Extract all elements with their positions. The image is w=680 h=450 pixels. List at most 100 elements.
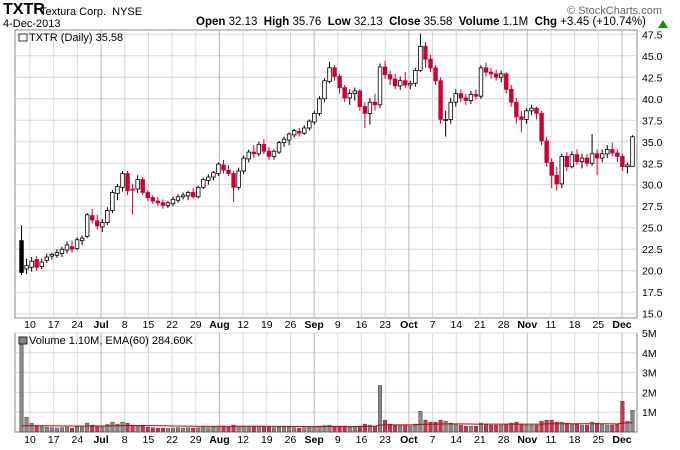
x-tick-label: 28 (498, 434, 510, 446)
volume-value: 1.1M (502, 16, 529, 28)
candle-body (493, 73, 499, 78)
x-tick-label: 24 (72, 319, 84, 331)
ohlc-readout: Open 32.13 High 35.76 Low 32.13 Close 35… (196, 16, 646, 28)
candle-body (216, 163, 221, 174)
candle-body (529, 107, 534, 112)
volume-bar (514, 421, 519, 433)
candle-body (312, 112, 317, 123)
volume-bar (251, 426, 256, 433)
volume-bar (473, 425, 478, 433)
x-tick-label: Sep (305, 434, 324, 446)
candle-body (155, 200, 161, 204)
candle-body (352, 90, 357, 95)
candle-body (342, 87, 347, 99)
volume-bar (246, 425, 251, 433)
candle-body (453, 93, 458, 103)
candle-body (160, 202, 166, 206)
x-tick-label: 16 (356, 319, 368, 331)
candle-body (615, 152, 620, 157)
volume-bar (261, 426, 266, 433)
volume-bar (549, 419, 554, 433)
x-tick-label: 19 (261, 434, 273, 446)
x-tick-label: Jul (93, 319, 108, 331)
volume-bar (135, 425, 140, 433)
x-tick-label: 15 (143, 319, 155, 331)
volume-bar (524, 424, 529, 433)
volume-bar (256, 425, 261, 433)
volume-bar (226, 426, 231, 433)
volume-bar (181, 427, 186, 433)
volume-bar (145, 426, 150, 433)
candle-body (332, 67, 337, 77)
volume-bar (125, 422, 130, 433)
volume-bar (393, 424, 398, 433)
candle-body (79, 237, 85, 242)
volume-bar (529, 424, 534, 433)
candle-body (392, 78, 398, 87)
volume-bar (75, 426, 80, 433)
price-tick-label: 30.0 (642, 180, 663, 192)
open-label: Open (196, 16, 226, 28)
x-tick-label: 14 (450, 319, 462, 331)
volume-bar (463, 425, 468, 433)
x-tick-label: Sep (305, 319, 324, 331)
candle-body (549, 161, 554, 176)
x-tick-label: 14 (450, 434, 462, 446)
volume-bar (277, 426, 282, 433)
volume-bar (221, 425, 226, 433)
volume-bar (383, 419, 388, 433)
candle-body (610, 149, 615, 154)
volume-bar (105, 424, 110, 433)
x-tick-label: 24 (72, 434, 84, 446)
volume-bar (433, 421, 438, 433)
x-tick-label: 23 (379, 434, 391, 446)
candle-body (458, 93, 464, 99)
volume-bar (80, 425, 85, 433)
x-tick-label: 29 (190, 434, 202, 446)
volume-bar (408, 425, 413, 433)
x-tick-label: 15 (143, 434, 155, 446)
x-tick-label: 11 (546, 319, 557, 331)
volume-bar (352, 426, 357, 433)
volume-bar (590, 421, 595, 433)
candle-body (337, 76, 342, 89)
candle-body (302, 127, 307, 134)
volume-bar (110, 421, 115, 433)
volume-bar (206, 427, 211, 433)
candle-body (322, 80, 327, 100)
volume-tick-label: 3M (642, 368, 657, 380)
high-label: High (263, 16, 290, 28)
candle-body (84, 214, 90, 237)
x-tick-label: Aug (209, 319, 229, 331)
company-name: Textura Corp. NYSE (40, 6, 142, 18)
volume-bar (140, 425, 145, 433)
symbol: TXTR (3, 1, 45, 18)
candle-body (39, 261, 44, 267)
candle-body (291, 130, 297, 136)
candle-body (190, 192, 196, 198)
volume-bar (54, 427, 59, 433)
price-tick-label: 40.0 (642, 94, 663, 106)
candle-body (165, 202, 171, 206)
x-tick-label: 10 (24, 434, 36, 446)
volume-bar (458, 424, 463, 433)
candle-body (69, 246, 75, 250)
price-tick-label: 32.5 (642, 158, 663, 170)
candle-body (579, 157, 585, 162)
volume-bar (302, 427, 307, 433)
volume-bar (19, 336, 24, 433)
x-tick-label: 12 (237, 434, 249, 446)
volume-bar (579, 424, 584, 433)
x-tick-label: 21 (474, 319, 486, 331)
candle-body (559, 155, 564, 185)
candle-body (594, 153, 600, 159)
volume-bar (287, 426, 292, 433)
candle-body (206, 176, 211, 181)
candle-body (196, 186, 201, 198)
candle-body (448, 101, 453, 120)
volume-bar (489, 424, 494, 433)
x-tick-label: 16 (356, 434, 368, 446)
volume-bar (600, 423, 605, 433)
volume-bar (241, 425, 246, 433)
candle-body (382, 66, 388, 76)
